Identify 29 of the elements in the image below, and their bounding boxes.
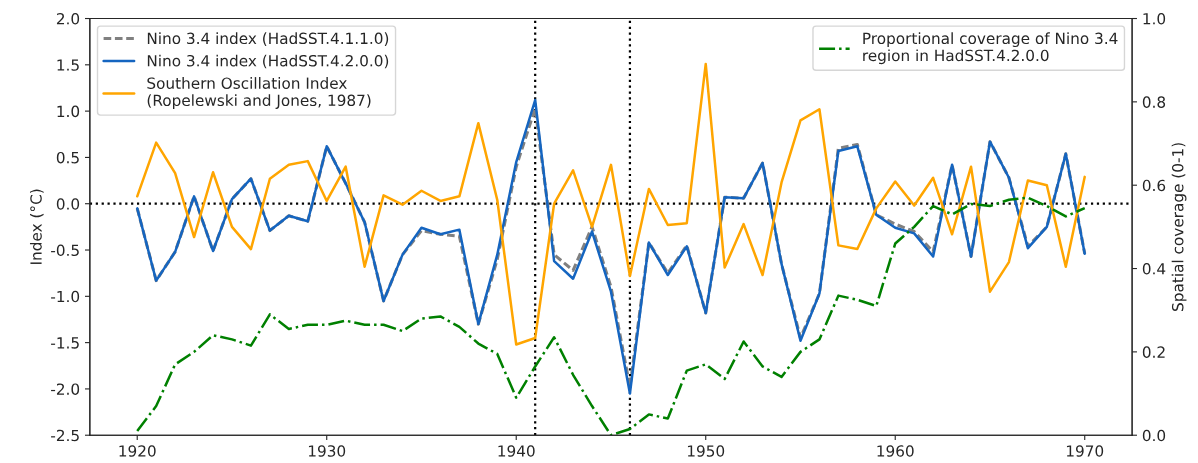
x-tick-label: 1950 [687, 445, 725, 457]
legend-label: Nino 3.4 index (HadSST.4.1.1.0) [147, 32, 389, 46]
legend-label: Proportional coverage of Nino 3.4 region in HadSST.4.2.0.0 [863, 32, 1118, 65]
legend-label: Southern Oscillation Index (Ropelewski and Jones, 1987) [147, 77, 371, 110]
y2-tick-label: 1.0 [1143, 12, 1166, 25]
x-tick-label: 1970 [1066, 445, 1104, 457]
legend-label: Nino 3.4 index (HadSST.4.2.0.0) [147, 54, 389, 69]
y2-tick-label: 0.6 [1142, 179, 1166, 192]
y-tick-label: 0.0 [56, 198, 80, 210]
y2-axis-title: Spatial coverage (0-1) [1171, 143, 1187, 311]
y-tick-label: 0.5 [56, 151, 79, 164]
y2-tick-label: 0.8 [1142, 96, 1166, 108]
y2-tick-label: 0.0 [1142, 429, 1166, 442]
y-tick-label: 1.0 [57, 105, 80, 118]
line-series [135, 196, 1086, 436]
y-tick-label: -1.5 [51, 337, 79, 349]
y-tick-label: 1.5 [57, 59, 79, 71]
y-tick-label: -1.0 [51, 290, 80, 303]
y2-tick-label: 0.2 [1142, 346, 1165, 358]
y-axis-title: Index (°C) [29, 189, 44, 264]
x-tick-label: 1960 [877, 445, 914, 457]
x-tick-label: 1940 [498, 445, 535, 457]
x-tick-label: 1930 [308, 445, 346, 457]
y-tick-label: -0.5 [51, 244, 79, 257]
y-tick-label: -2.5 [51, 429, 79, 442]
x-tick-label: 1920 [119, 445, 156, 457]
y2-tick-label: 0.4 [1142, 263, 1166, 275]
y-tick-label: -2.0 [51, 383, 80, 395]
y-tick-label: 2.0 [56, 12, 80, 25]
